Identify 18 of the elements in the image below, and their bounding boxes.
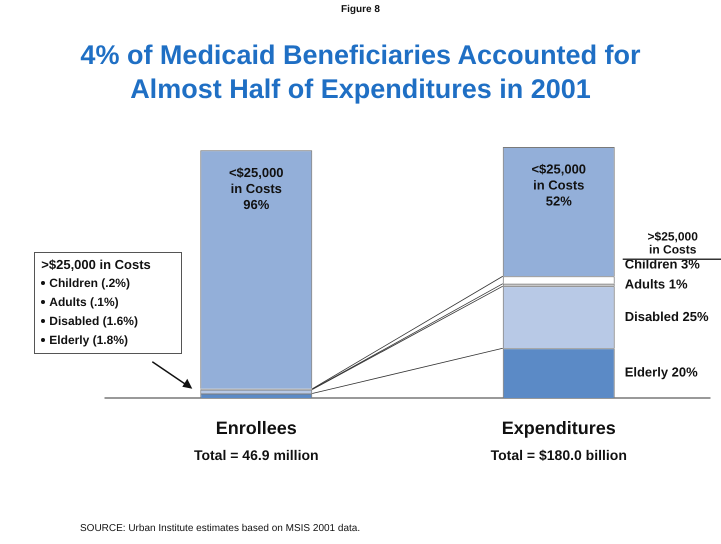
text: Disabled 25% [624,308,709,324]
legend-title: >$25,000 in Costs [41,256,152,274]
x-tick-label: Enrollees [216,418,297,438]
chart-subtitle: Figure 8 [340,4,381,15]
x-tick-label: Expenditures [502,418,616,438]
callout-box: >$25,000 in Costs Children (.2%) Adults (.1%) Disabled (1.6%) Elderly (1.8%) [34,252,182,354]
source-note: SOURCE: Urban Institute estimates based on MSIS 2001 data. [80,522,360,534]
text: Total = 46.9 million [194,446,319,463]
text: <$25,000 in Costs [531,162,586,193]
data-label: 52% [546,194,572,209]
series-label: <$25,000 in Costs [228,164,284,196]
chart-title: 4% of Medicaid Beneficiaries Accounted for Almost Half of Expenditures in 2001 [79,39,642,106]
data-label: 96% [243,196,270,212]
text: Elderly 20% [624,364,698,380]
text: Total = $180.0 billion [490,446,627,463]
annotation: >$25,000 in Costs [648,230,698,257]
text: Adults 1% [624,276,688,292]
text: Children 3% [624,256,700,272]
